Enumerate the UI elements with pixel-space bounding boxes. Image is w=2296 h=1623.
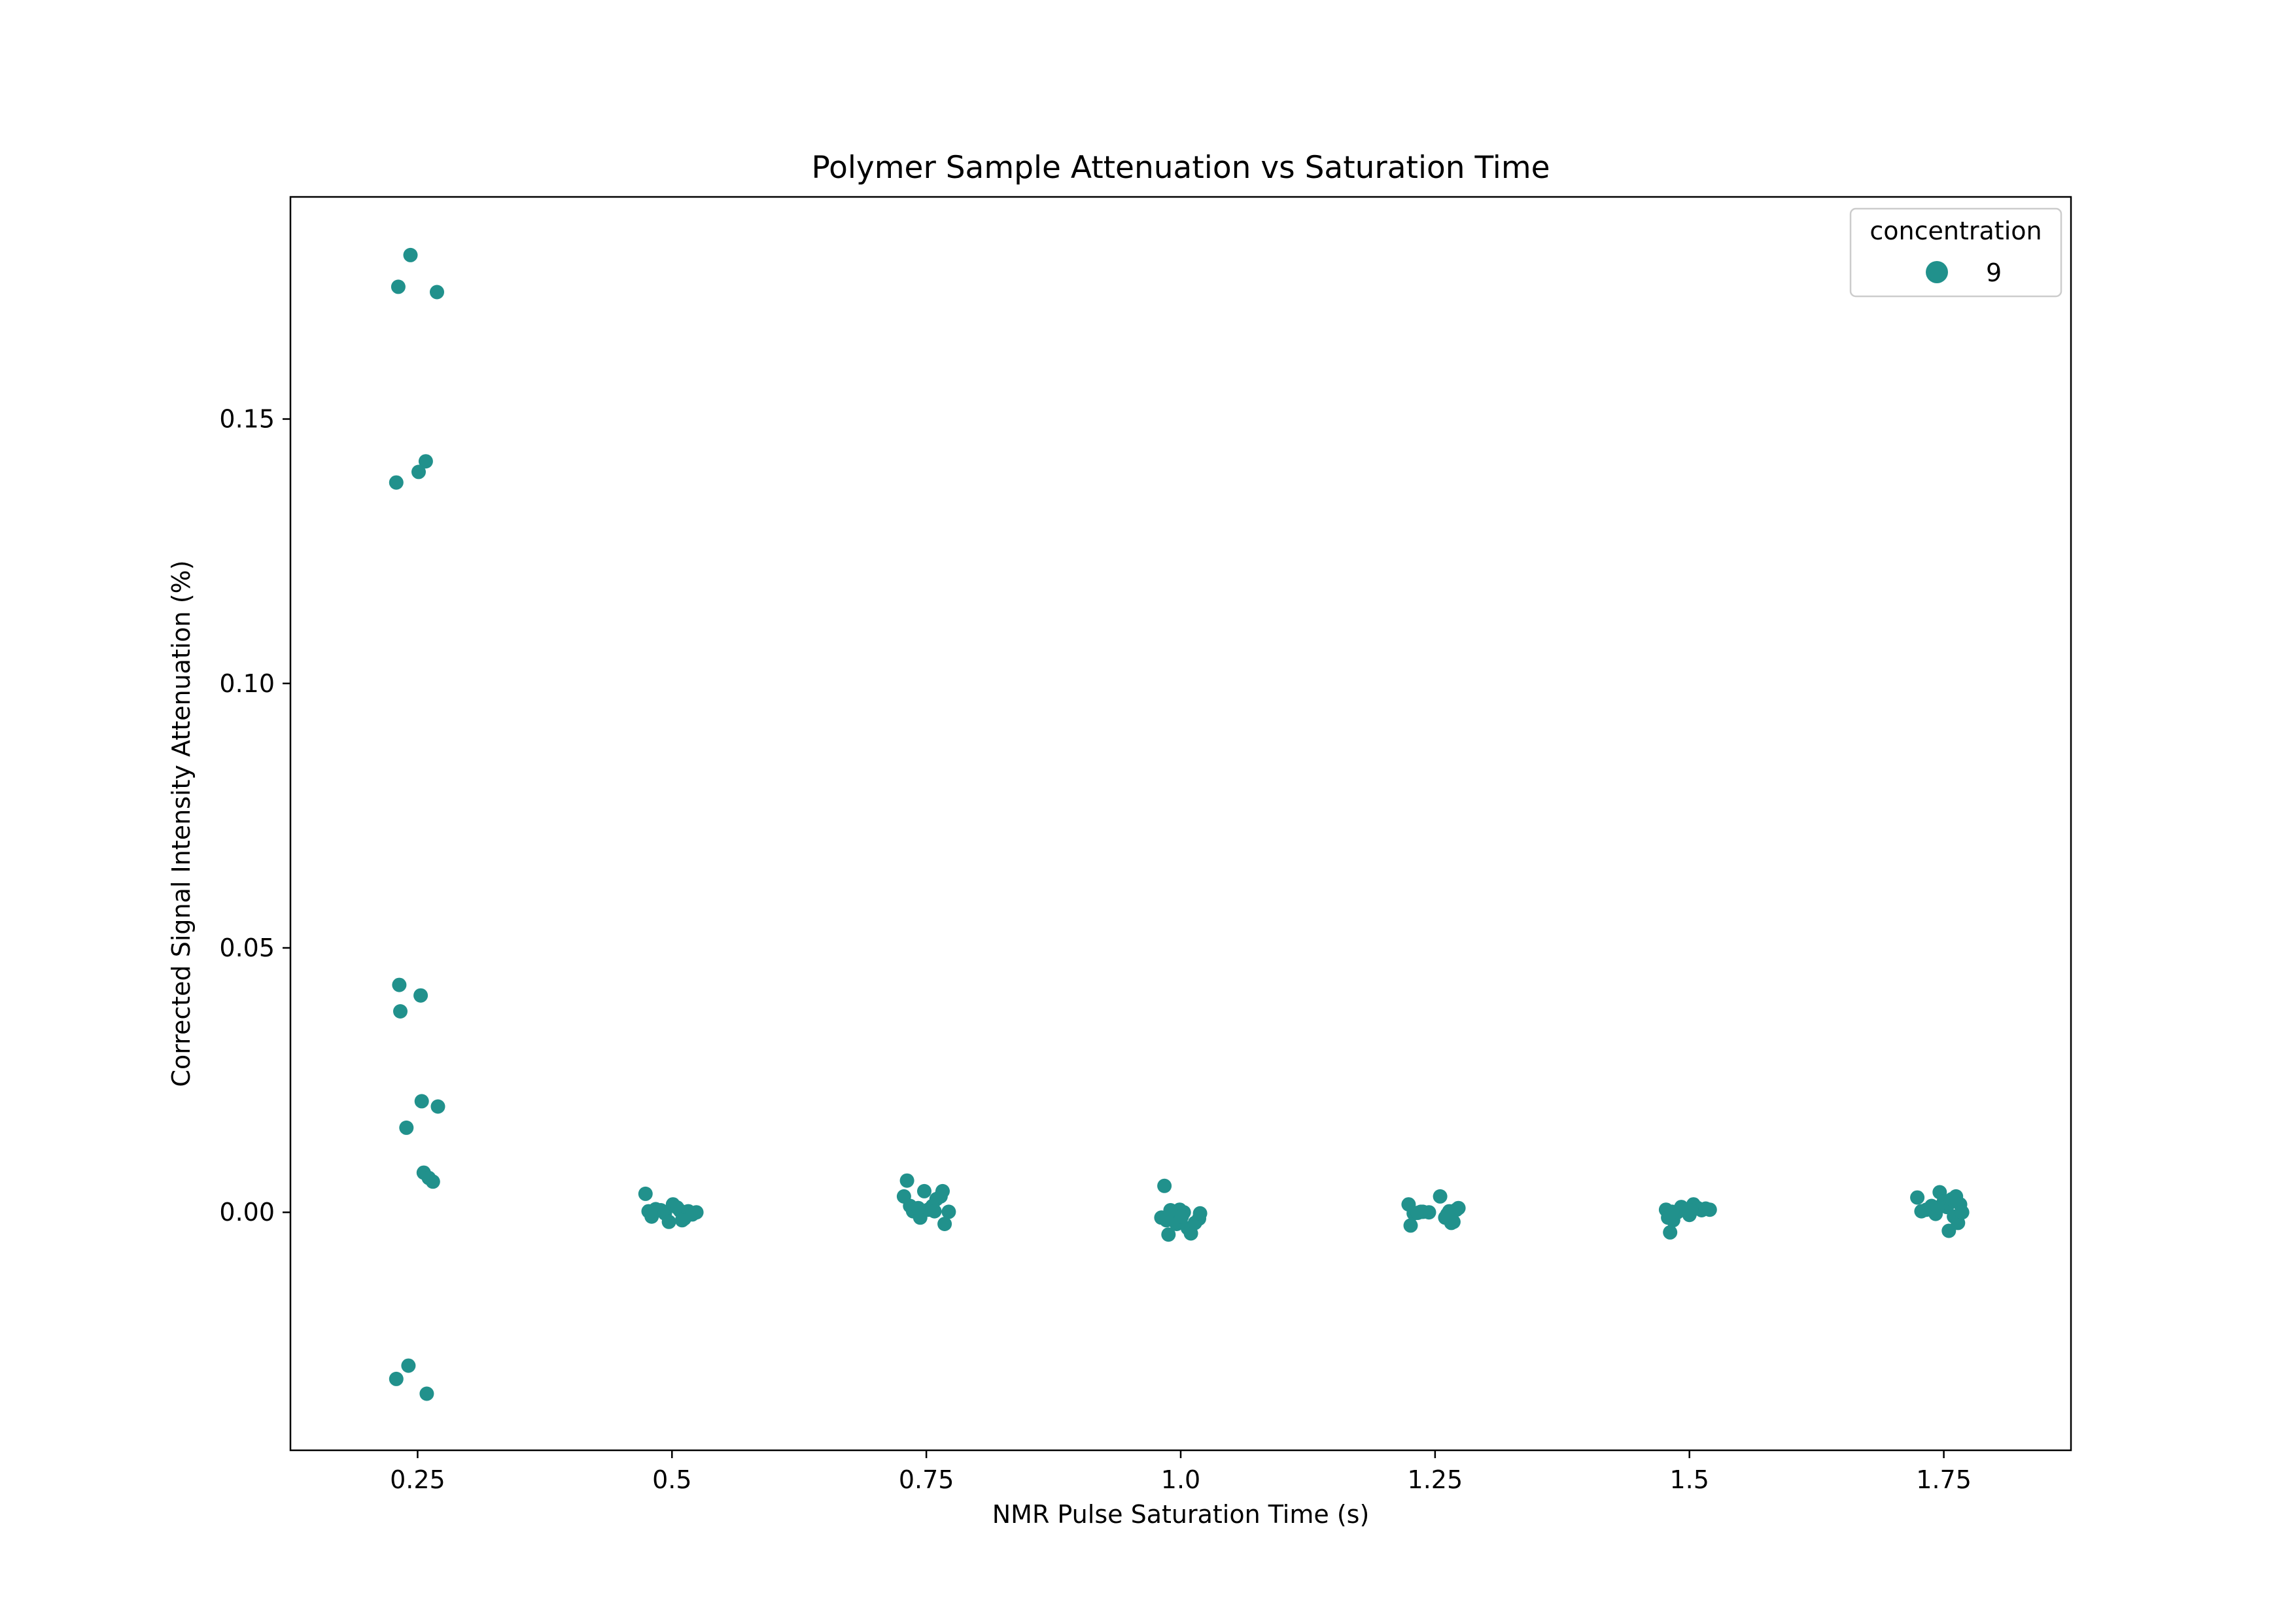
data-point-0-14 — [425, 1174, 440, 1189]
data-point-0-33 — [674, 1213, 689, 1228]
legend-title: concentration — [1870, 217, 2042, 245]
legend-box — [1849, 207, 2062, 298]
data-point-0-62 — [1163, 1203, 1178, 1217]
x-axis-label: NMR Pulse Saturation Time (s) — [992, 1500, 1370, 1529]
x-tick-label-1: 0.5 — [652, 1465, 691, 1494]
data-point-0-46 — [941, 1204, 956, 1219]
legend-marker — [1926, 261, 1948, 283]
y-tick-label-0: 0.00 — [219, 1198, 275, 1227]
data-point-0-93 — [1684, 1203, 1699, 1218]
data-point-0-91 — [1702, 1202, 1717, 1217]
data-point-0-3 — [418, 454, 433, 469]
legend-entry-label: 9 — [1986, 258, 2002, 287]
data-point-0-0 — [403, 247, 418, 262]
x-tick-label-5: 1.5 — [1669, 1465, 1709, 1494]
x-tick-label-4: 1.25 — [1408, 1465, 1463, 1494]
data-point-0-109 — [1930, 1200, 1945, 1215]
x-axis-ticks: 0.25 0.5 0.75 1.0 1.25 1.5 1.75 — [390, 1450, 1972, 1494]
y-axis-label: Corrected Signal Intensity Attenuation (… — [167, 560, 196, 1087]
data-point-0-18 — [638, 1186, 653, 1201]
data-point-0-44 — [935, 1183, 950, 1198]
data-point-0-35 — [899, 1173, 914, 1188]
data-point-0-1 — [391, 279, 406, 294]
data-point-0-31 — [689, 1205, 704, 1220]
y-tick-label-2: 0.10 — [219, 669, 275, 698]
data-point-0-76 — [1451, 1200, 1466, 1215]
data-point-0-63 — [1174, 1209, 1189, 1224]
data-point-0-48 — [927, 1204, 942, 1219]
data-point-0-17 — [419, 1386, 434, 1401]
data-point-0-77 — [1414, 1204, 1429, 1219]
y-tick-label-1: 0.05 — [219, 934, 275, 962]
data-point-0-45 — [937, 1217, 952, 1231]
x-tick-label-6: 1.75 — [1916, 1465, 1972, 1494]
x-tick-label-0: 0.25 — [390, 1465, 445, 1494]
data-point-0-7 — [413, 988, 428, 1003]
data-point-0-94 — [1910, 1190, 1925, 1205]
data-point-0-61 — [1192, 1206, 1208, 1221]
data-point-0-65 — [1403, 1218, 1418, 1233]
data-point-0-6 — [392, 977, 407, 992]
data-point-0-52 — [1161, 1227, 1176, 1242]
data-point-0-50 — [1157, 1178, 1172, 1193]
data-point-0-92 — [1665, 1204, 1680, 1219]
data-point-0-9 — [414, 1094, 429, 1109]
x-tick-label-3: 1.0 — [1161, 1465, 1200, 1494]
data-point-0-78 — [1440, 1207, 1455, 1222]
data-point-0-47 — [911, 1200, 926, 1215]
data-point-0-15 — [401, 1358, 416, 1373]
chart-title: Polymer Sample Attenuation vs Saturation… — [811, 150, 1550, 186]
data-point-0-39 — [917, 1183, 931, 1198]
y-tick-label-3: 0.15 — [219, 405, 275, 434]
data-point-0-81 — [1663, 1225, 1678, 1240]
data-point-0-24 — [661, 1214, 676, 1229]
data-point-0-70 — [1433, 1189, 1448, 1204]
data-point-0-32 — [643, 1204, 658, 1219]
data-point-0-2 — [430, 285, 444, 300]
data-point-0-4 — [411, 464, 426, 480]
data-point-0-108 — [1955, 1205, 1970, 1220]
data-point-0-8 — [393, 1004, 408, 1019]
data-point-0-16 — [389, 1371, 404, 1386]
data-point-0-5 — [389, 475, 404, 490]
x-tick-label-2: 0.75 — [899, 1465, 954, 1494]
y-axis-ticks: 0.00 0.05 0.10 0.15 — [219, 405, 290, 1227]
data-point-0-10 — [430, 1099, 445, 1114]
legend: concentration 9 — [1849, 207, 2062, 298]
scatter-points — [389, 247, 1970, 1401]
data-point-0-11 — [399, 1120, 414, 1135]
